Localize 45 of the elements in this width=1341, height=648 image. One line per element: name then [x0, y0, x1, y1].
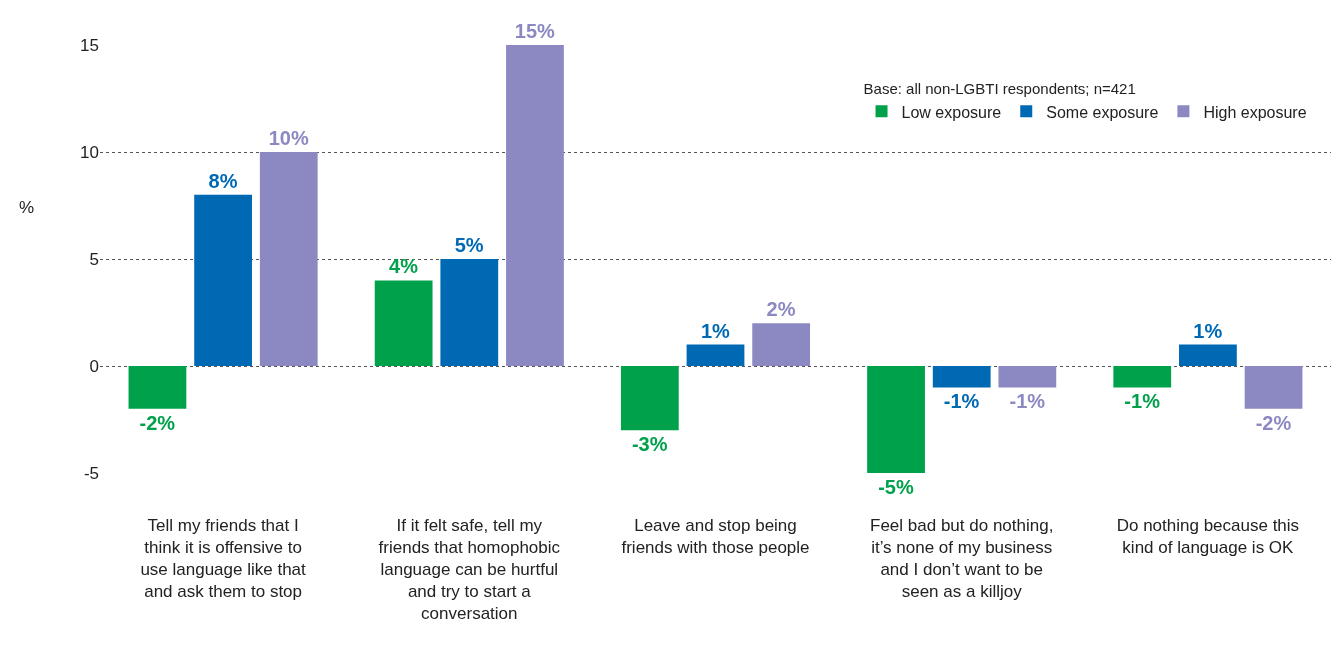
data-label: 10% [268, 127, 309, 149]
legend-label: Some exposure [1046, 103, 1159, 121]
data-label: -2% [1255, 411, 1292, 434]
bar [194, 194, 252, 366]
data-label: 5% [454, 234, 484, 256]
data-label: -1% [943, 390, 980, 413]
legend-title: Base: all non-LGBTI respondents; n=421 [863, 80, 1136, 98]
y-tick-label: 15 [80, 35, 99, 55]
data-label: -2% [139, 411, 176, 434]
data-label: 4% [389, 255, 419, 278]
data-label: -5% [878, 476, 914, 498]
data-label: -1% [1124, 390, 1161, 413]
y-tick-label: -5 [83, 463, 99, 483]
data-label: -1% [1009, 390, 1046, 413]
x-tick-label: Feel bad but do nothing, it’s none of my business and I don’t want to be seen as a killjoy [870, 516, 1054, 602]
bar [374, 280, 433, 366]
data-label: 1% [1193, 319, 1223, 342]
bar [440, 259, 499, 366]
x-tick-label: If it felt safe, tell my friends that homophobic language can be hurtful and try to start a conversation [378, 516, 561, 624]
bar [128, 366, 187, 409]
bar [867, 366, 925, 473]
legend-label: High exposure [1203, 103, 1307, 121]
data-label: 2% [766, 298, 796, 321]
bar [620, 366, 679, 431]
bar [1113, 366, 1172, 388]
x-tick-label: Do nothing because this kind of language is OK [1116, 516, 1300, 558]
bar [686, 344, 745, 366]
y-tick-label: 5 [89, 249, 99, 269]
y-tick-label: 10 [80, 142, 99, 162]
bar [506, 45, 564, 366]
bar [932, 366, 991, 388]
x-tick-label: Tell my friends that I think it is offensive to use language like that and ask them to stop [140, 516, 307, 602]
bar [259, 152, 318, 366]
y-tick-label: 0 [89, 356, 99, 376]
bar [752, 323, 811, 366]
legend-label: Low exposure [901, 103, 1002, 121]
data-label: 15% [514, 20, 556, 42]
bar [998, 366, 1057, 388]
data-label: -3% [631, 433, 668, 456]
bar [1244, 366, 1303, 409]
x-tick-label: Leave and stop being friends with those people [621, 516, 810, 558]
bar [1179, 344, 1237, 366]
y-axis-title: % [19, 198, 35, 217]
data-label: 1% [700, 319, 731, 342]
data-label: 8% [208, 169, 238, 192]
